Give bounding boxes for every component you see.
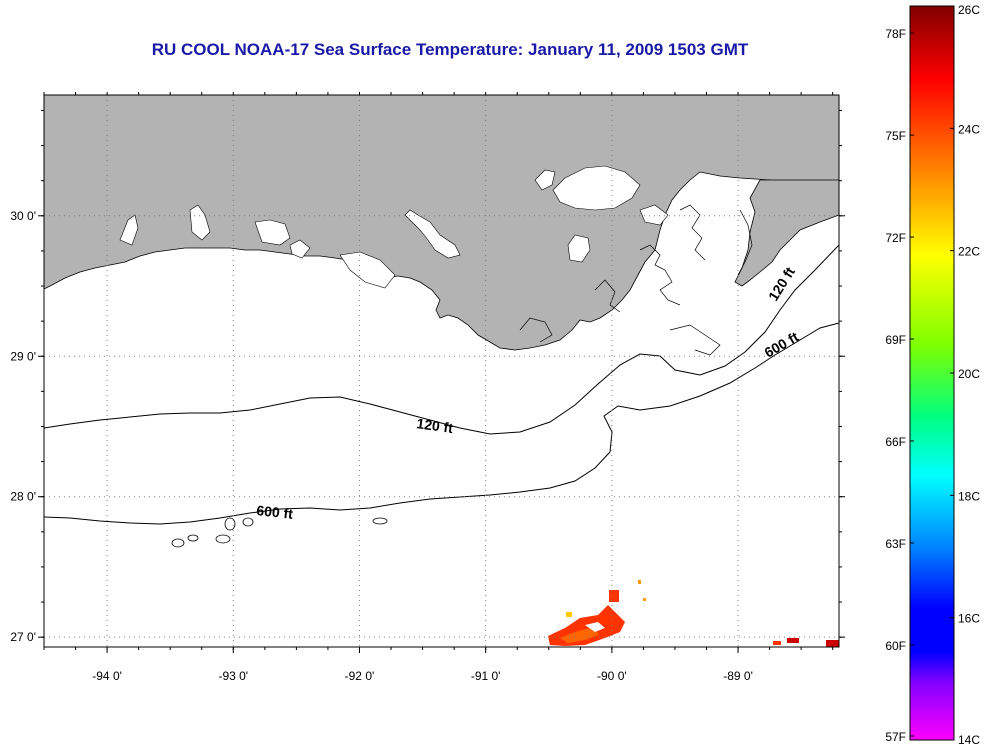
colorbar-celsius-label: 14C (958, 733, 980, 747)
map-frame (43, 94, 840, 648)
colorbar-fahrenheit-label: 57F (885, 730, 906, 744)
colorbar-fahrenheit-labels: 78F 75F 72F 69F 66F 63F 60F 57F (885, 27, 914, 744)
lakes (119, 165, 669, 289)
lon-tick-label: -94 0' (92, 669, 122, 683)
colorbar-fahrenheit-label: 60F (885, 639, 906, 653)
colorbar-celsius-label: 18C (958, 489, 980, 503)
sst-map: -94 0' -93 0' -92 0' -91 0' -90 0' -89 0' 27 0… (10, 92, 845, 683)
colorbar-fahrenheit-label: 63F (885, 537, 906, 551)
colorbar-fahrenheit-label: 78F (885, 27, 906, 41)
colorbar-celsius-label: 16C (958, 612, 980, 626)
isobath-120ft (43, 244, 840, 435)
delta-land (734, 179, 840, 287)
lon-tick-label: -90 0' (597, 669, 627, 683)
colorbar-fahrenheit-label: 69F (885, 333, 906, 347)
colorbar-fahrenheit-label: 66F (885, 435, 906, 449)
colorbar-celsius-label: 20C (958, 367, 980, 381)
colorbar-gradient (909, 5, 955, 741)
lat-tick-label: 27 0' (10, 630, 36, 644)
colorbar-celsius-label: 24C (958, 122, 980, 136)
colorbar-fahrenheit-label: 72F (885, 231, 906, 245)
contour-label-120-west: 120 ft (416, 415, 455, 436)
marsh-edges (519, 204, 753, 356)
lon-tick-label: -92 0' (345, 669, 375, 683)
map-title: RU COOL NOAA-17 Sea Surface Temperature:… (151, 40, 749, 59)
lat-tick-label: 28 0' (10, 490, 36, 504)
lon-tick-label: -93 0' (218, 669, 248, 683)
contour-label-600-west: 600 ft (256, 502, 294, 522)
sst-data (548, 580, 839, 647)
colorbar-celsius-label: 26C (958, 3, 980, 17)
lat-tick-label: 30 0' (10, 209, 36, 223)
lon-tick-label: -91 0' (471, 669, 501, 683)
land-mass (43, 94, 840, 351)
lon-tick-label: -89 0' (723, 669, 753, 683)
colorbar-celsius-label: 22C (958, 245, 980, 259)
isobath-600ft (43, 322, 840, 525)
isobath-600ft-islands (171, 517, 388, 548)
colorbar-fahrenheit-label: 75F (885, 129, 906, 143)
lat-tick-label: 29 0' (10, 349, 36, 363)
colorbar-celsius-labels: 26C 24C 22C 20C 18C 16C 14C (950, 3, 980, 747)
graticule (44, 95, 839, 647)
axis-ticks: -94 0' -93 0' -92 0' -91 0' -90 0' -89 0' 27 0… (10, 92, 845, 683)
